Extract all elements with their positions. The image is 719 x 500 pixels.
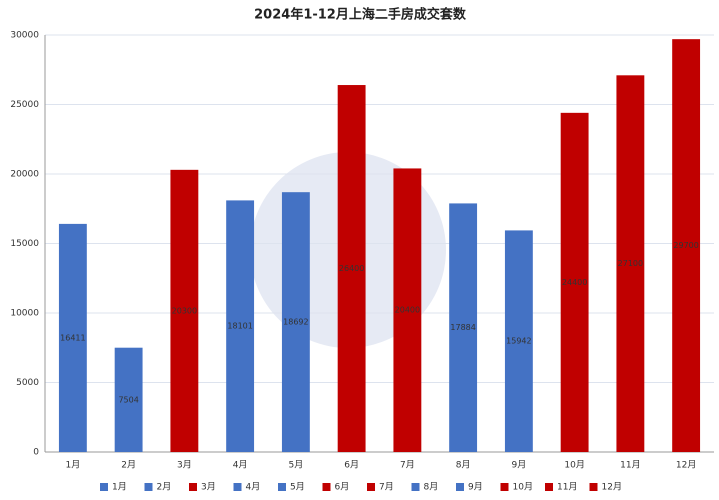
x-tick-label: 7月: [400, 460, 415, 471]
value-label: 16411: [60, 333, 85, 342]
x-tick-label: 9月: [512, 460, 527, 471]
bar: [226, 200, 255, 452]
x-tick-label: 12月: [676, 460, 696, 471]
x-tick-label: 11月: [620, 460, 640, 471]
value-label: 29700: [673, 241, 698, 250]
legend-label: 8月: [424, 482, 439, 493]
legend-label: 7月: [379, 482, 394, 493]
legend-swatch: [456, 483, 464, 491]
y-tick-label: 0: [33, 448, 39, 458]
bar: [58, 223, 87, 452]
x-tick-label: 4月: [233, 460, 248, 471]
x-tick-label: 2月: [121, 460, 136, 471]
legend-swatch: [411, 483, 420, 491]
y-tick-label: 20000: [10, 170, 39, 180]
bar: [449, 203, 478, 452]
legend-swatch: [189, 483, 197, 491]
x-tick-label: 3月: [177, 460, 192, 471]
legend-label: 4月: [246, 482, 261, 493]
value-label: 20300: [172, 306, 197, 315]
legend-label: 10月: [513, 482, 533, 493]
value-label: 27100: [618, 259, 643, 268]
legend-label: 5月: [290, 482, 305, 493]
value-label: 17884: [450, 323, 475, 332]
legend-swatch: [322, 483, 331, 491]
legend-swatch: [500, 483, 509, 491]
y-tick-label: 30000: [10, 31, 39, 41]
bar: [393, 168, 422, 452]
x-tick-label: 1月: [66, 460, 81, 471]
value-label: 18692: [283, 318, 308, 327]
bar: [616, 75, 645, 452]
value-label: 7504: [118, 395, 138, 404]
legend-label: 1月: [112, 482, 127, 493]
value-label: 26400: [339, 264, 364, 273]
x-tick-label: 6月: [344, 460, 359, 471]
legend-swatch: [367, 483, 375, 491]
value-label: 24400: [562, 278, 587, 287]
legend-swatch: [278, 483, 286, 491]
legend-label: 2月: [157, 482, 172, 493]
legend-swatch: [545, 483, 553, 491]
bar: [114, 347, 143, 452]
value-label: 18101: [227, 322, 252, 331]
y-tick-label: 5000: [16, 378, 39, 388]
legend-swatch: [100, 483, 108, 491]
y-tick-label: 25000: [10, 100, 39, 110]
legend-swatch: [144, 483, 153, 491]
bar: [504, 230, 533, 452]
chart-title: 2024年1-12月上海二手房成交套数: [254, 7, 467, 23]
bar: [170, 169, 199, 452]
x-tick-label: 5月: [289, 460, 304, 471]
y-tick-label: 10000: [10, 309, 39, 319]
bar: [337, 85, 366, 452]
legend-label: 9月: [468, 482, 483, 493]
bar: [560, 112, 589, 452]
legend-label: 12月: [602, 482, 622, 493]
x-tick-label: 10月: [564, 460, 584, 471]
value-label: 20400: [395, 306, 420, 315]
legend-label: 6月: [335, 482, 350, 493]
legend-label: 11月: [557, 482, 577, 493]
x-tick-label: 8月: [456, 460, 471, 471]
y-tick-label: 15000: [10, 239, 39, 249]
legend-swatch: [589, 483, 598, 491]
value-label: 15942: [506, 337, 531, 346]
bar: [672, 39, 701, 453]
legend-label: 3月: [201, 482, 216, 493]
legend-swatch: [233, 483, 242, 491]
bar: [281, 192, 310, 452]
